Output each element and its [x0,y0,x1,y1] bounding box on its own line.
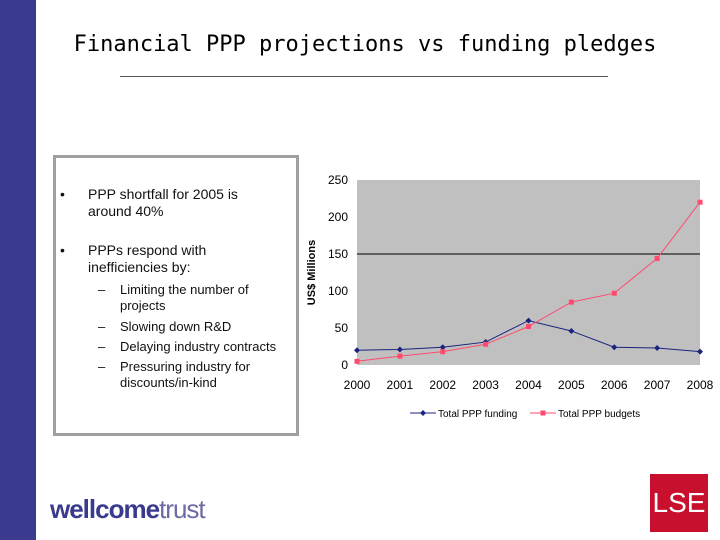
sub-bullet-1: – Limiting the number of projects [98,282,295,314]
x-tick-label: 2006 [601,378,628,392]
y-tick-label: 250 [328,173,348,187]
legend-marker-budgets [540,410,546,416]
sub-bullet-3: – Delaying industry contracts [98,339,295,355]
bullet-2-text: PPPs respond with inefficiencies by: [88,242,207,275]
x-tick-label: 2007 [644,378,671,392]
x-tick-label: 2005 [558,378,585,392]
data-point-funding [439,344,446,351]
sub-bullet-4-text: Pressuring industry for discounts/in-kin… [120,359,251,390]
data-point-funding [697,348,703,355]
bullet-dot: • [60,186,65,202]
lse-logo: LSE [650,474,708,532]
y-tick-label: 200 [328,210,348,224]
data-point-budgets [397,353,403,359]
sub-bullet-dash: – [98,359,106,374]
data-point-budgets [483,341,489,347]
bullet-1: • PPP shortfall for 2005 is around 40% [60,186,268,220]
data-point-funding [354,347,360,354]
data-point-funding [611,344,618,351]
bullet-dot: • [60,242,65,258]
sub-bullet-3-text: Delaying industry contracts [120,339,277,354]
data-point-funding [396,346,403,353]
bullet-2: • PPPs respond with inefficiencies by: [60,242,268,276]
data-point-budgets [526,324,531,330]
data-point-funding [568,327,575,334]
title-rule [120,76,608,77]
sub-bullet-dash: – [98,282,106,297]
data-point-budgets [611,290,617,296]
y-tick-label: 100 [328,284,348,298]
data-point-budgets [697,199,703,205]
sub-bullet-2-text: Slowing down R&D [120,319,232,334]
left-band [0,0,36,540]
x-tick-label: 2003 [472,378,499,392]
wellcome-trust-logo: wellcometrust [50,494,206,525]
y-tick-label: 0 [341,358,348,372]
plot-area [357,180,700,365]
sub-bullet-1-text: Limiting the number of projects [120,282,249,313]
x-tick-label: 2000 [344,378,371,392]
data-point-budgets [354,358,360,364]
data-point-budgets [654,255,660,261]
sub-bullet-2: – Slowing down R&D [98,319,295,335]
y-tick-label: 150 [328,247,348,261]
sub-bullet-dash: – [98,339,106,354]
bullet-box [53,155,299,436]
x-tick-label: 2002 [429,378,456,392]
trust-logo-word: trust [159,494,206,524]
x-tick-label: 2008 [687,378,714,392]
sub-bullet-4: – Pressuring industry for discounts/in-k… [98,359,295,391]
slide-title: Financial PPP projections vs funding ple… [73,32,657,57]
legend-label-2: Total PPP budgets [558,409,640,420]
legend-label-1: Total PPP funding [438,409,517,420]
bullet-1-text: PPP shortfall for 2005 is around 40% [88,186,238,219]
x-tick-label: 2001 [387,378,414,392]
sub-bullet-dash: – [98,319,106,334]
data-point-funding [525,317,532,324]
legend-marker-funding [420,410,426,416]
data-point-funding [654,344,661,351]
y-tick-label: 50 [335,321,349,335]
data-point-budgets [568,299,574,305]
wellcome-logo-word: wellcome [50,494,160,524]
data-point-budgets [440,349,446,355]
y-axis-label: US$ Millions [306,240,318,305]
x-tick-label: 2004 [515,378,542,392]
